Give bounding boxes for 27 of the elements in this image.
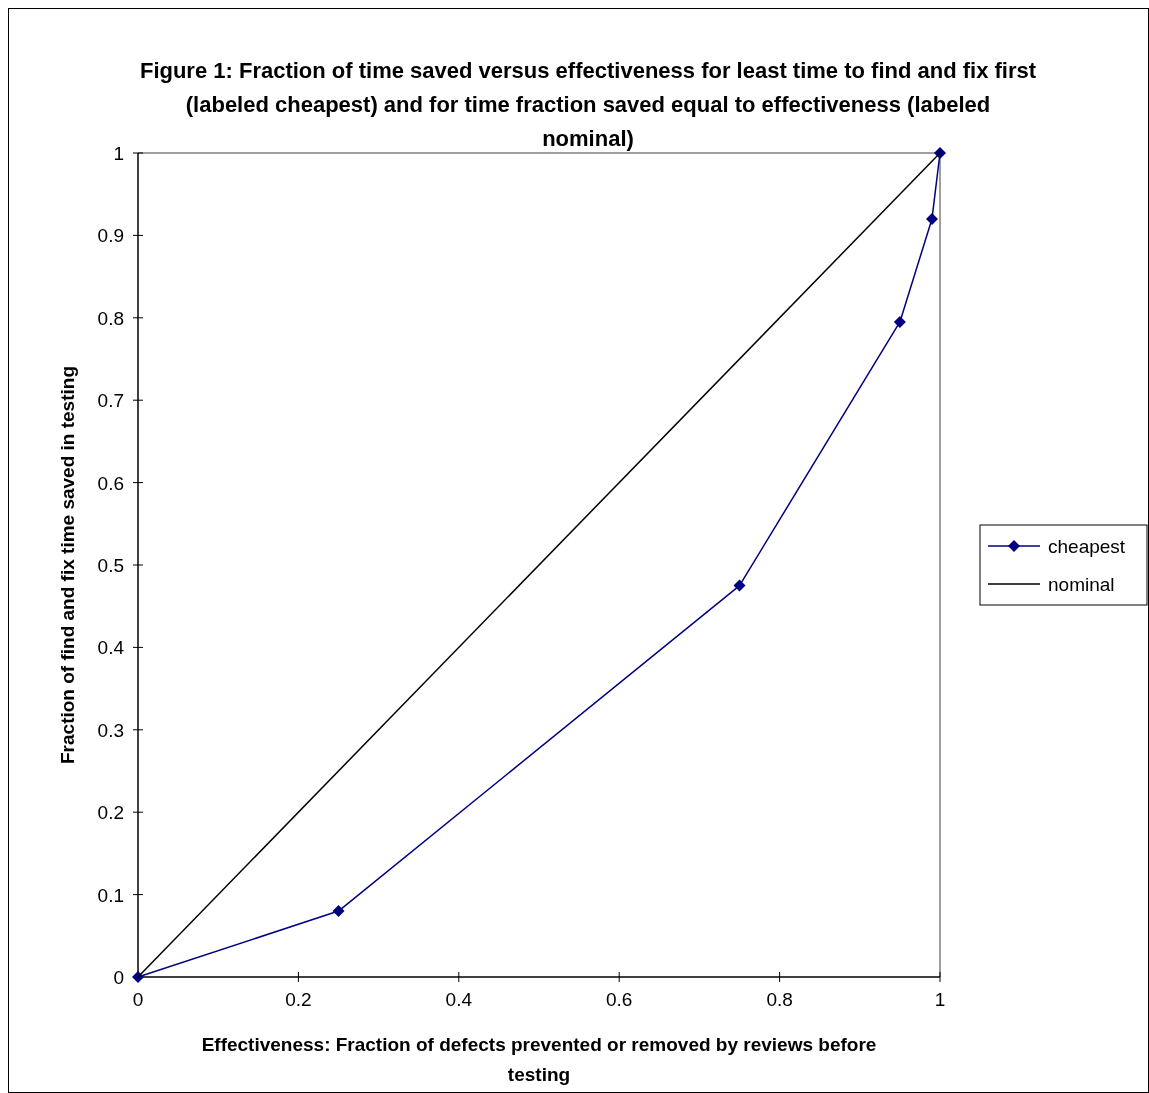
x-axis-title: Effectiveness: Fraction of defects prevented or removed by reviews before testing: [201, 1034, 877, 1085]
y-tick-label: 0.5: [97, 555, 124, 576]
y-tick-label: 0.8: [97, 307, 124, 329]
y-tick-label: 0.7: [97, 390, 124, 412]
x-tick-label: 0.4: [445, 989, 473, 1010]
point: [332, 905, 345, 918]
chart-title: Figure 1: Fraction of time saved versus effectiveness for least time to find and fix first (labeled cheapest) and for time fraction saved equal to effectiveness (labeled nominal): [139, 58, 1037, 151]
y-tick-label: 0.2: [97, 802, 124, 824]
y-tick-label: 0.4: [97, 637, 125, 659]
point: [925, 212, 938, 225]
x-tick-label: 0.8: [766, 989, 793, 1010]
y-tick-label: 0: [113, 967, 124, 988]
x-tick-label: 1: [934, 989, 946, 1010]
y-tick-label: 0.1: [97, 884, 124, 906]
legend-label: nominal: [1048, 574, 1115, 595]
x-tick-label: 0: [132, 989, 144, 1010]
x-tick-label: 0.6: [605, 989, 633, 1010]
y-axis-title: Fraction of find and fix time saved in testing: [57, 366, 78, 764]
legend-label: cheapest: [1048, 536, 1126, 557]
point: [733, 579, 746, 592]
y-tick-label: 0.9: [97, 225, 124, 247]
point: [132, 971, 144, 983]
x-tick-label: 0.2: [285, 989, 312, 1010]
y-tick-label: 0.6: [97, 472, 124, 494]
y-tick-label: 0.3: [97, 719, 124, 741]
point: [893, 315, 906, 328]
y-tick-label: 1: [113, 143, 124, 164]
